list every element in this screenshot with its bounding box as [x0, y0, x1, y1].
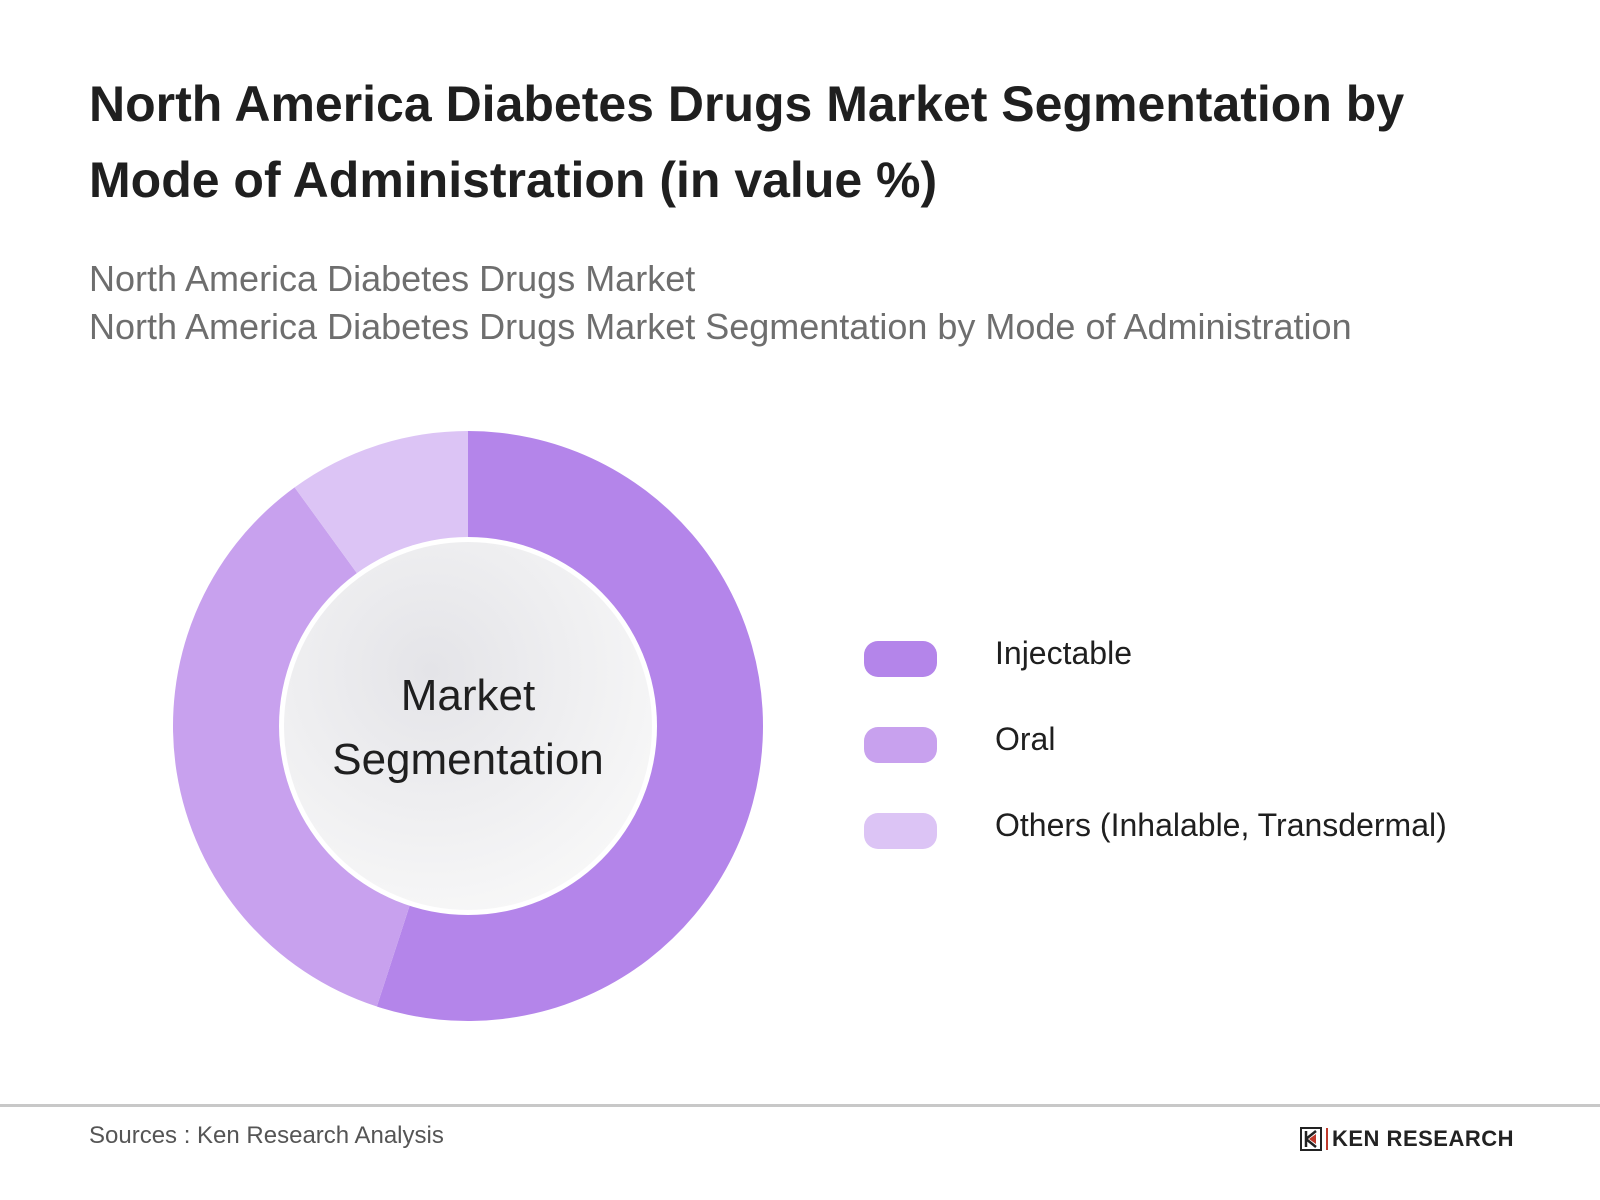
chart-title: North America Diabetes Drugs Market Segm…	[89, 76, 1405, 208]
legend-swatch	[864, 813, 937, 849]
ken-research-logo: KEN RESEARCH	[1300, 1126, 1514, 1152]
legend-swatch	[864, 641, 937, 677]
slice-injectable	[376, 431, 764, 1021]
slice-others	[294, 431, 468, 577]
slice-oral	[173, 487, 411, 1007]
donut-chart	[173, 431, 764, 1021]
center-label-line-1: Market	[400, 671, 536, 720]
donut-hole	[284, 542, 652, 910]
source-note: Sources : Ken Research Analysis	[89, 1122, 444, 1149]
logo-text: KEN RESEARCH	[1332, 1126, 1515, 1151]
center-label-line-2: Segmentation	[332, 735, 604, 784]
legend-swatch	[864, 727, 937, 763]
subtitle-1: North America Diabetes Drugs Market	[89, 258, 696, 299]
subtitle-2: North America Diabetes Drugs Market Segm…	[89, 306, 1352, 347]
center-label: Market Segmentation	[268, 664, 668, 792]
legend-label: Oral	[995, 721, 1056, 757]
ken-logo-icon	[1300, 1127, 1322, 1151]
legend-label: Injectable	[995, 635, 1132, 671]
footer-divider	[0, 1104, 1600, 1107]
legend-label: Others (Inhalable, Transdermal)	[995, 807, 1447, 843]
